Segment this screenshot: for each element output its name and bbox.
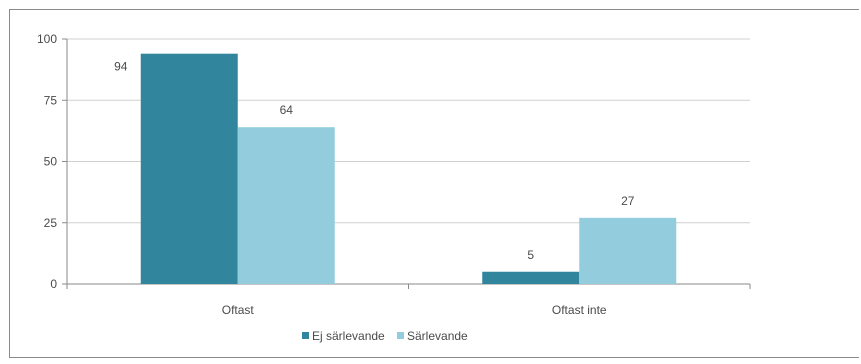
bar-chart: 0 25 50 75 100 Oftast Oftast inte 94 64 5 27 Ej … (10, 10, 860, 359)
legend: Ej särlevande Särlevande (302, 329, 468, 343)
legend-label: Ej särlevande (312, 329, 385, 343)
y-tick-label: 75 (44, 93, 58, 107)
bars (141, 54, 677, 284)
data-label: 5 (527, 248, 534, 262)
data-label: 27 (621, 194, 635, 208)
x-axis: Oftast Oftast inte (67, 284, 750, 317)
y-tick-label: 100 (37, 32, 57, 46)
y-tick-label: 50 (44, 155, 58, 169)
data-label: 94 (114, 60, 128, 74)
y-tick-label: 0 (50, 277, 57, 291)
data-label: 64 (280, 103, 294, 117)
x-tick-label: Oftast (222, 303, 255, 317)
bar (579, 218, 676, 284)
legend-label: Särlevande (407, 329, 468, 343)
bar (482, 272, 579, 284)
y-axis: 0 25 50 75 100 (37, 32, 67, 291)
y-tick-label: 25 (44, 216, 58, 230)
x-tick-label: Oftast inte (552, 303, 607, 317)
legend-swatch (397, 332, 404, 339)
legend-swatch (302, 332, 309, 339)
chart-frame: 0 25 50 75 100 Oftast Oftast inte 94 64 5 27 Ej … (9, 9, 859, 358)
bar (141, 54, 238, 284)
bar (238, 127, 335, 284)
